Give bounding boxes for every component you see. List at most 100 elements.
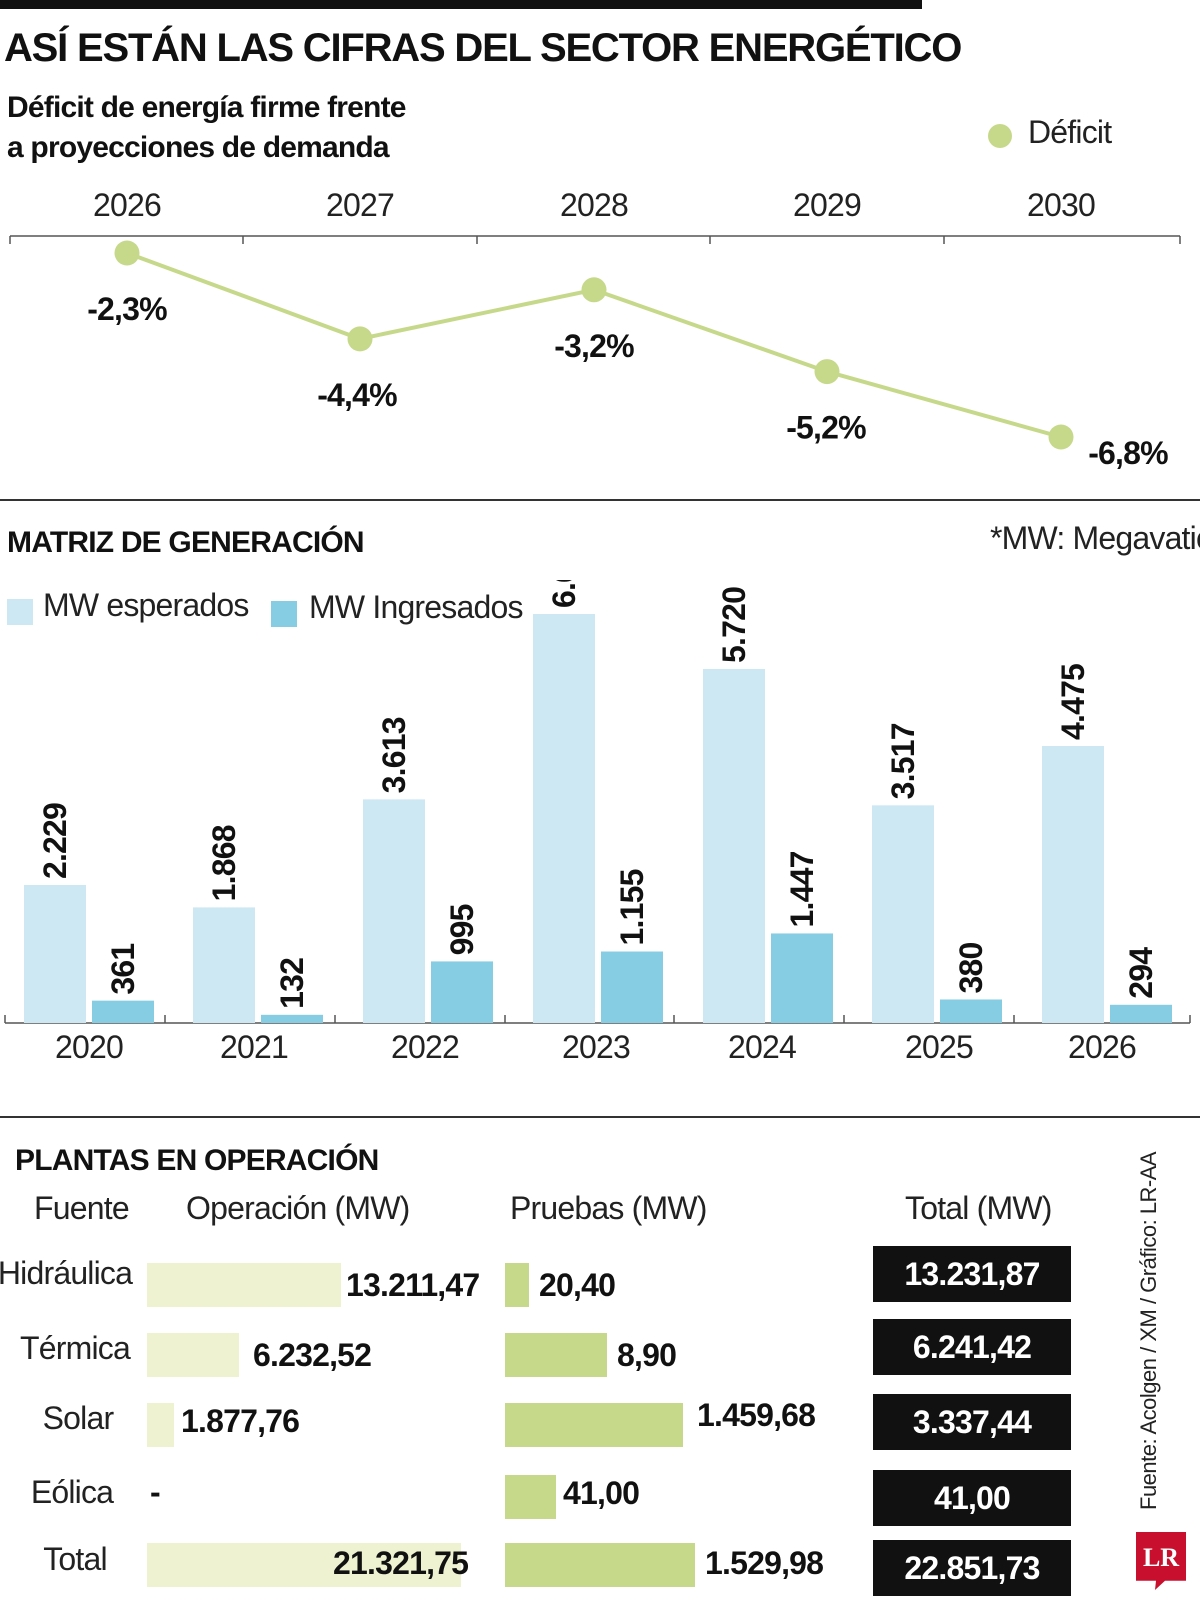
page-title: ASÍ ESTÁN LAS CIFRAS DEL SECTOR ENERGÉTI… [4,26,962,70]
tests-value-termica: 8,90 [617,1337,677,1373]
legend-swatch-expected [7,599,33,625]
entered-label-2022: 995 [444,904,480,955]
tests-value-hidraulica: 20,40 [539,1267,616,1303]
deficit-point-2029 [814,359,840,385]
deficit-label-2027: -4,4% [317,377,397,413]
tests-bar-solar [505,1403,683,1447]
entered-label-2020: 361 [105,944,141,995]
bar-category-label-2020: 2020 [55,1029,123,1065]
expected-label-2021: 1.868 [206,825,242,901]
operation-value-termica: 6.232,52 [253,1337,372,1373]
expected-label-2023: 6.608 [546,580,582,608]
expected-label-2025: 3.517 [885,723,921,799]
deficit-label-2029: -5,2% [786,410,866,446]
expected-bar-2022 [363,799,425,1023]
entered-bar-2020 [92,1000,154,1023]
total-cell-solar: 3.337,44 [873,1394,1071,1450]
tests-value-total: 1.529,98 [705,1545,824,1581]
operation-bar-termica [147,1333,239,1377]
bar-category-label-2022: 2022 [391,1029,459,1065]
x-tick-label-2028: 2028 [560,187,628,223]
expected-bar-2023 [533,614,595,1023]
tests-bar-termica [505,1333,607,1377]
lr-logo: LR [1136,1532,1186,1590]
header-total: Total (MW) [905,1190,1052,1226]
bar-category-label-2021: 2021 [220,1029,288,1065]
matrix-bar-chart: 2.229 361 2020 1.868 132 2021 3.613 995 2022 6.60… [4,580,1191,1065]
bar-category-label-2023: 2023 [562,1029,630,1065]
expected-bar-2020 [24,885,86,1023]
deficit-label-2028: -3,2% [554,328,634,364]
expected-bar-2025 [872,805,934,1023]
header-pruebas: Pruebas (MW) [510,1190,707,1226]
expected-label-2020: 2.229 [37,803,73,879]
expected-label-2022: 3.613 [376,717,412,793]
operation-value-solar: 1.877,76 [181,1403,300,1439]
deficit-legend-swatch [988,124,1012,148]
expected-bar-2026 [1042,746,1104,1023]
entered-label-2026: 294 [1123,947,1159,999]
bar-category-label-2024: 2024 [728,1029,796,1065]
row-label-termica: Térmica [20,1330,131,1366]
row-label-hidraulica: Hidráulica [0,1255,133,1291]
deficit-point-2030 [1048,424,1074,450]
source-credit: Fuente: Acolgen / XM / Gráfico: LR-AA [1136,1151,1161,1510]
legend-label-expected: MW esperados [43,587,249,623]
deficit-legend-label: Déficit [1028,114,1112,150]
operation-bar-solar [147,1403,174,1447]
tests-bar-hidraulica [505,1263,529,1307]
total-cell-eolica: 41,00 [873,1470,1071,1526]
tests-value-eolica: 41,00 [563,1475,640,1511]
operation-value-total: 21.321,75 [333,1545,469,1581]
deficit-subtitle-line2: a proyecciones de demanda [7,131,390,164]
total-cell-total: 22.851,73 [873,1540,1071,1596]
total-cell-hidraulica: 13.231,87 [873,1246,1071,1302]
x-tick-label-2030: 2030 [1027,187,1095,223]
legend-swatch-entered [271,601,297,627]
operation-bar-total [147,1543,461,1587]
bar-category-label-2025: 2025 [905,1029,973,1065]
x-tick-label-2029: 2029 [793,187,861,223]
entered-bar-2023 [601,951,663,1023]
deficit-point-2027 [347,326,373,352]
row-label-eolica: Eólica [30,1474,114,1510]
deficit-point-2026 [114,240,140,266]
legend-label-entered: MW Ingresados [309,589,523,625]
top-rule [0,0,922,9]
x-tick-label-2026: 2026 [93,187,161,223]
total-cell-termica: 6.241,42 [873,1319,1071,1375]
entered-bar-2022 [431,961,493,1023]
tests-bar-eolica [505,1475,556,1519]
entered-bar-2024 [771,933,833,1023]
header-fuente: Fuente [34,1190,130,1226]
deficit-label-2030: -6,8% [1088,435,1168,471]
matrix-note: *MW: Megavatio [990,520,1200,556]
deficit-subtitle: Déficit de energía firme frente a proyec… [7,88,427,168]
bar-category-label-2026: 2026 [1068,1029,1136,1065]
tests-bar-total [505,1543,695,1587]
entered-bar-2026 [1110,1004,1172,1023]
deficit-label-2026: -2,3% [87,291,167,327]
entered-bar-2021 [261,1014,323,1023]
operation-value-hidraulica: 13.211,47 [346,1267,480,1303]
operation-bar-hidraulica [147,1263,341,1307]
expected-bar-2024 [703,668,765,1023]
header-operacion: Operación (MW) [186,1190,410,1226]
tests-value-solar: 1.459,68 [697,1397,816,1433]
expected-bar-2021 [193,907,255,1023]
expected-label-2026: 4.475 [1055,664,1091,740]
entered-label-2025: 380 [953,942,989,993]
expected-label-2024: 5.720 [716,587,752,663]
section-divider-1 [0,499,1200,501]
plants-title: PLANTAS EN OPERACIÓN [15,1144,379,1177]
x-tick-label-2027: 2027 [326,187,394,223]
entered-label-2021: 132 [274,958,310,1009]
row-label-total: Total [43,1541,107,1577]
deficit-subtitle-line1: Déficit de energía firme frente [7,91,406,124]
section-divider-2 [0,1116,1200,1118]
deficit-point-2028 [581,277,607,303]
operation-value-eolica: - [150,1474,161,1510]
deficit-line-chart: 2026 2027 2028 2029 2030 -2,3% -4,4% -3,2% -5,2%… [9,187,1181,471]
entered-label-2024: 1.447 [784,851,820,927]
matrix-title: MATRIZ DE GENERACIÓN [7,526,365,559]
